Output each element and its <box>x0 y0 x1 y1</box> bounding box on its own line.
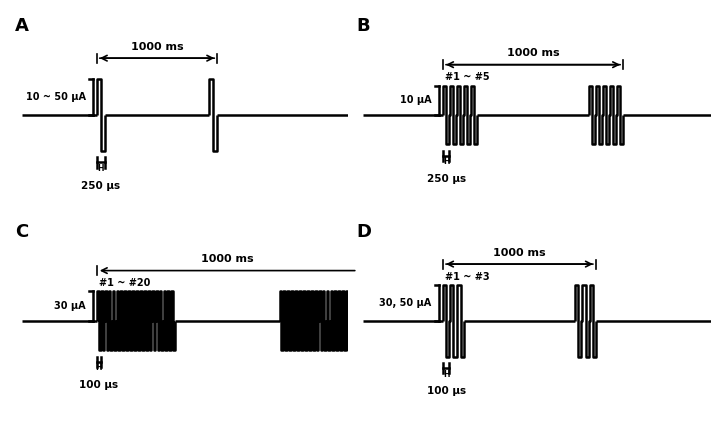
Text: B: B <box>356 17 370 35</box>
Text: 30 μA: 30 μA <box>54 301 86 311</box>
Text: #1 ~ #5: #1 ~ #5 <box>445 72 489 82</box>
Text: H: H <box>97 163 104 172</box>
Text: 100 μs: 100 μs <box>79 380 118 390</box>
Text: 1000 ms: 1000 ms <box>201 254 253 264</box>
Text: 1000 ms: 1000 ms <box>493 248 546 257</box>
Text: 250 μs: 250 μs <box>427 174 466 184</box>
Text: 250 μs: 250 μs <box>81 181 121 190</box>
Text: A: A <box>15 17 29 35</box>
Text: 10 μA: 10 μA <box>400 95 431 105</box>
Text: #1 ~ #3: #1 ~ #3 <box>445 272 489 282</box>
Text: 30, 50 μA: 30, 50 μA <box>379 298 431 308</box>
Text: D: D <box>356 223 371 241</box>
Text: 1000 ms: 1000 ms <box>507 48 559 58</box>
Text: 10 ~ 50 μA: 10 ~ 50 μA <box>26 92 86 102</box>
Text: 1000 ms: 1000 ms <box>131 42 184 51</box>
Text: C: C <box>15 223 28 241</box>
Text: #1 ~ #20: #1 ~ #20 <box>99 278 150 288</box>
Text: H: H <box>443 369 449 378</box>
Text: 100 μs: 100 μs <box>427 387 466 396</box>
Text: H: H <box>443 157 449 166</box>
Text: H: H <box>95 363 102 372</box>
